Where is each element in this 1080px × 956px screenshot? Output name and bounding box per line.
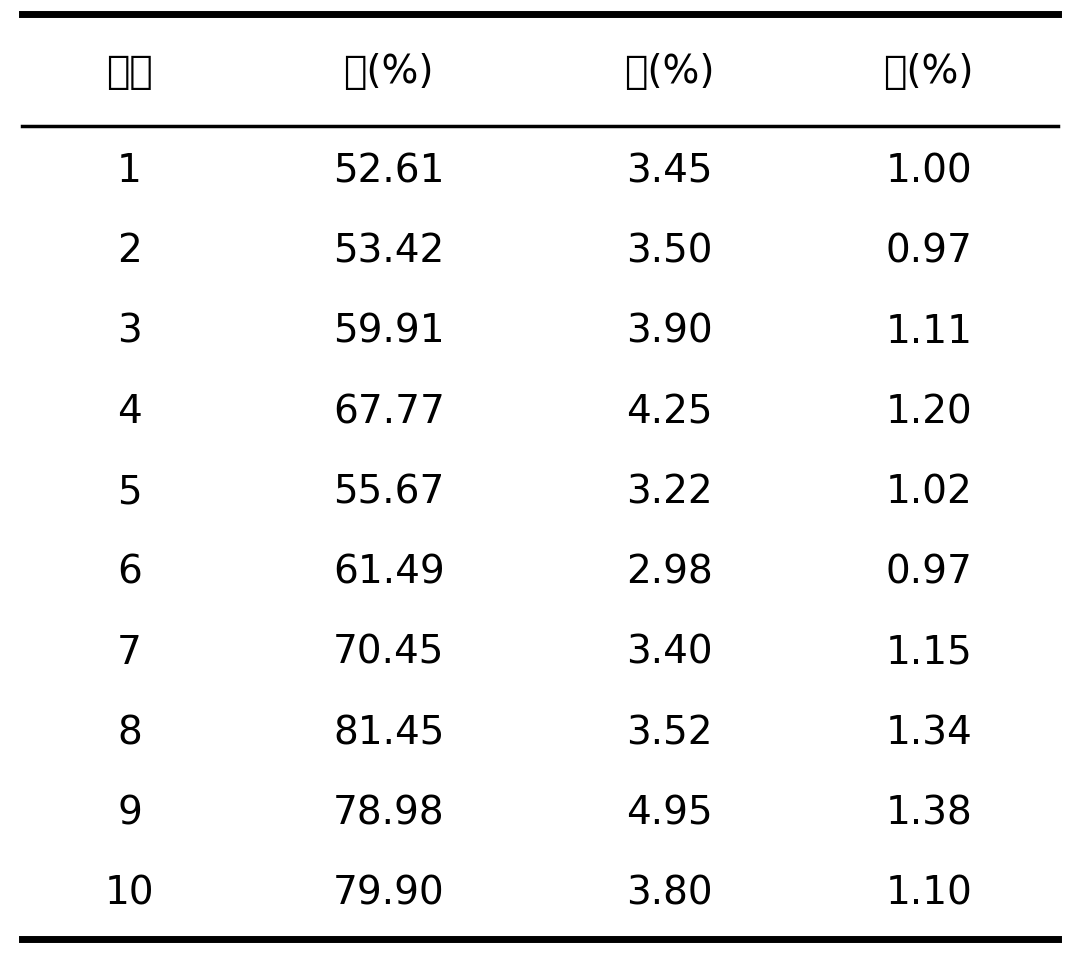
Text: 3.40: 3.40 bbox=[626, 634, 713, 672]
Text: 1: 1 bbox=[117, 152, 143, 190]
Text: 6: 6 bbox=[117, 554, 143, 592]
Text: 1.15: 1.15 bbox=[886, 634, 972, 672]
Text: 0.97: 0.97 bbox=[886, 232, 972, 271]
Text: 67.77: 67.77 bbox=[333, 393, 445, 431]
Text: 3: 3 bbox=[118, 313, 141, 351]
Text: 碘(%): 碘(%) bbox=[343, 53, 434, 91]
Text: 4: 4 bbox=[118, 393, 141, 431]
Text: 1.38: 1.38 bbox=[886, 794, 972, 833]
Text: 氢(%): 氢(%) bbox=[624, 53, 715, 91]
Text: 5: 5 bbox=[118, 473, 141, 511]
Text: 10: 10 bbox=[105, 875, 154, 913]
Text: 3.90: 3.90 bbox=[626, 313, 713, 351]
Text: 2: 2 bbox=[118, 232, 141, 271]
Text: 3.80: 3.80 bbox=[626, 875, 713, 913]
Text: 3.22: 3.22 bbox=[626, 473, 713, 511]
Text: 4.95: 4.95 bbox=[626, 794, 713, 833]
Text: 3.45: 3.45 bbox=[626, 152, 713, 190]
Text: 70.45: 70.45 bbox=[333, 634, 445, 672]
Text: 0.97: 0.97 bbox=[886, 554, 972, 592]
Text: 1.02: 1.02 bbox=[886, 473, 972, 511]
Text: 53.42: 53.42 bbox=[333, 232, 445, 271]
Text: 8: 8 bbox=[118, 714, 141, 752]
Text: 81.45: 81.45 bbox=[333, 714, 445, 752]
Text: 3.50: 3.50 bbox=[626, 232, 713, 271]
Text: 7: 7 bbox=[117, 634, 143, 672]
Text: 55.67: 55.67 bbox=[333, 473, 445, 511]
Text: 1.34: 1.34 bbox=[886, 714, 972, 752]
Text: 1.11: 1.11 bbox=[886, 313, 972, 351]
Text: 编号: 编号 bbox=[106, 53, 153, 91]
Text: 52.61: 52.61 bbox=[333, 152, 445, 190]
Text: 1.10: 1.10 bbox=[886, 875, 972, 913]
Text: 1.20: 1.20 bbox=[886, 393, 972, 431]
Text: 2.98: 2.98 bbox=[626, 554, 713, 592]
Text: 氮(%): 氮(%) bbox=[883, 53, 974, 91]
Text: 78.98: 78.98 bbox=[333, 794, 445, 833]
Text: 61.49: 61.49 bbox=[333, 554, 445, 592]
Text: 79.90: 79.90 bbox=[333, 875, 445, 913]
Text: 3.52: 3.52 bbox=[626, 714, 713, 752]
Text: 4.25: 4.25 bbox=[626, 393, 713, 431]
Text: 1.00: 1.00 bbox=[886, 152, 972, 190]
Text: 9: 9 bbox=[117, 794, 143, 833]
Text: 59.91: 59.91 bbox=[333, 313, 445, 351]
